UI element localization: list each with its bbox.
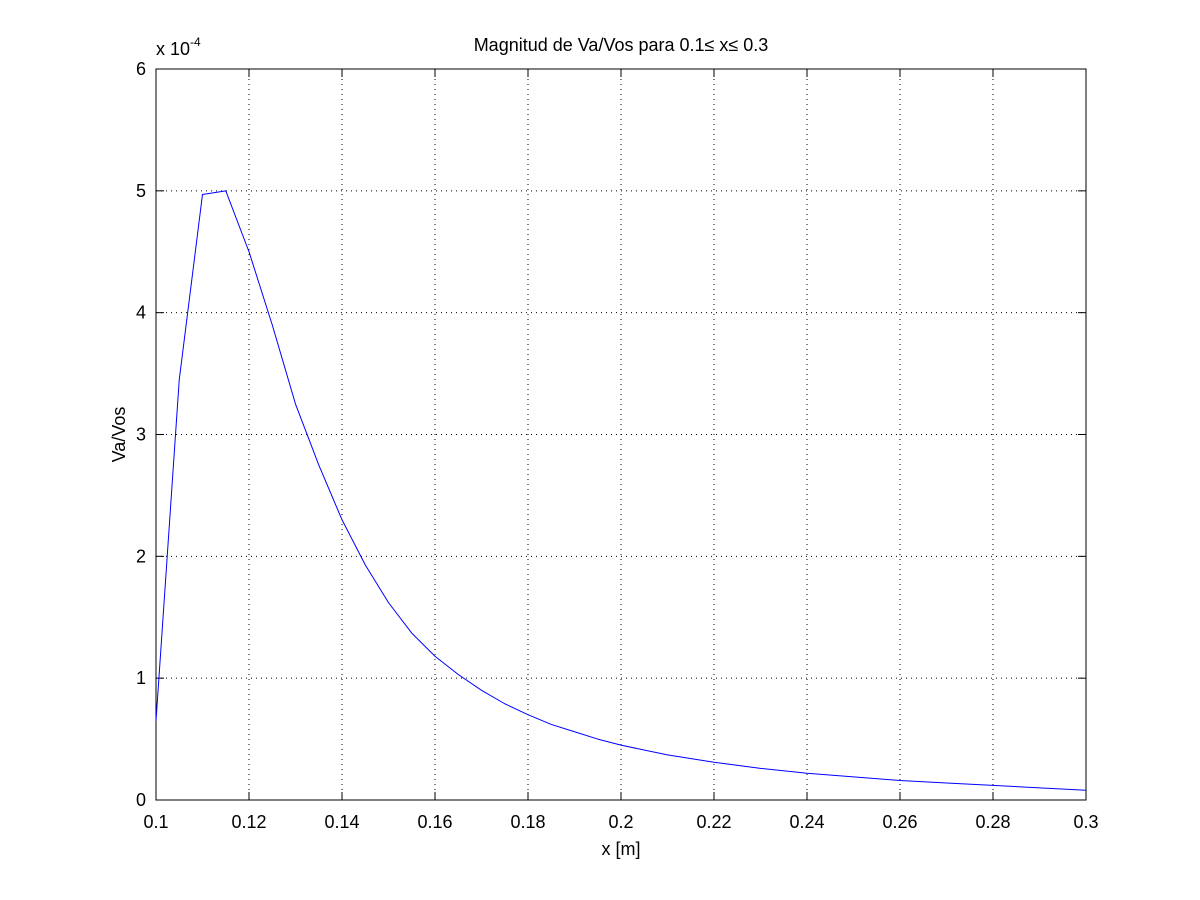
y-tick-label: 4	[136, 303, 146, 323]
y-tick-label: 1	[136, 668, 146, 688]
y-scale-multiplier-base: x 10	[156, 39, 190, 59]
ticks-layer: 0.1 0.12 0.14 0.16 0.18 0.2 0.22 0.24 0.26 0.28 0.…	[136, 59, 1099, 832]
y-tick-label: 2	[136, 546, 146, 566]
y-tick-label: 0	[136, 790, 146, 810]
x-tick-label: 0.18	[510, 812, 545, 832]
x-tick-label: 0.28	[975, 812, 1010, 832]
series-line	[155, 190, 1087, 791]
y-axis-label: Va/Vos	[109, 407, 129, 463]
x-tick-label: 0.16	[417, 812, 452, 832]
grid-layer	[156, 69, 1086, 800]
y-scale-multiplier: x 10-4	[156, 35, 201, 59]
x-tick-label: 0.3	[1073, 812, 1098, 832]
x-tick-label: 0.24	[789, 812, 824, 832]
x-tick-label: 0.22	[696, 812, 731, 832]
chart-title: Magnitud de Va/Vos para 0.1≤ x≤ 0.3	[474, 35, 769, 55]
x-tick-label: 0.14	[324, 812, 359, 832]
x-tick-label: 0.1	[143, 812, 168, 832]
series-layer	[155, 190, 1087, 791]
y-scale-multiplier-exponent: -4	[190, 35, 201, 49]
x-tick-label: 0.26	[882, 812, 917, 832]
y-tick-label: 6	[136, 59, 146, 79]
y-tick-label: 3	[136, 425, 146, 445]
x-tick-label: 0.12	[231, 812, 266, 832]
x-axis-label: x [m]	[602, 839, 641, 859]
x-tick-label: 0.2	[608, 812, 633, 832]
y-tick-label: 5	[136, 181, 146, 201]
